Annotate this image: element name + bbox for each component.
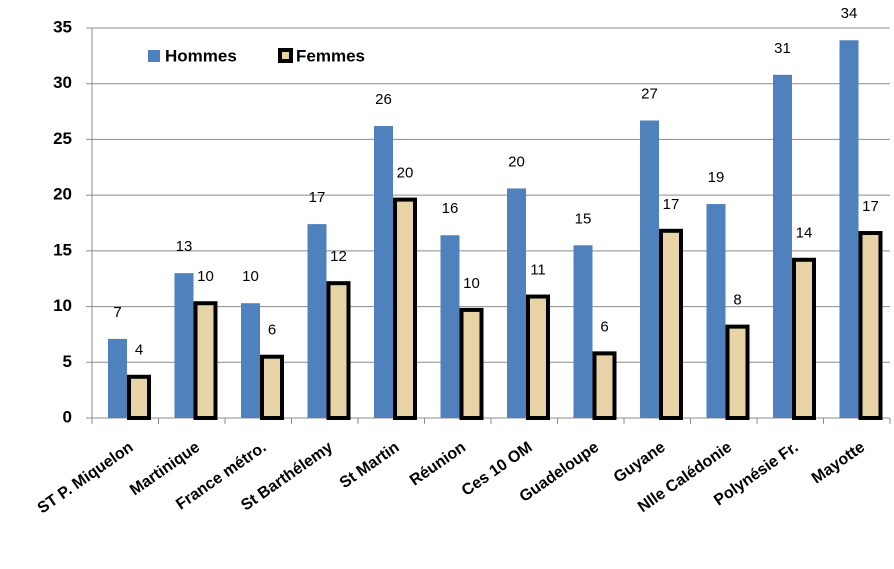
- bar: [573, 245, 593, 418]
- value-label: 11: [530, 262, 546, 279]
- x-tick-label: St Martin: [337, 439, 403, 492]
- bar: [507, 188, 526, 418]
- bar: [526, 294, 550, 420]
- value-label: 8: [733, 292, 741, 309]
- bar: [393, 197, 417, 420]
- value-label: 15: [575, 210, 592, 227]
- value-label: 17: [862, 198, 879, 215]
- legend-swatch: [278, 48, 293, 63]
- value-label: 6: [600, 318, 608, 335]
- value-label: 12: [330, 248, 347, 265]
- y-tick-label: 10: [53, 296, 72, 315]
- bar: [260, 354, 284, 421]
- value-label: 13: [176, 238, 193, 255]
- value-label: 10: [463, 275, 480, 292]
- bar: [193, 301, 218, 421]
- value-label: 20: [397, 165, 414, 182]
- value-label: 34: [841, 5, 858, 22]
- bar: [241, 303, 260, 418]
- y-tick-label: 20: [53, 185, 72, 204]
- value-label: 10: [197, 268, 214, 285]
- bar: [326, 281, 351, 420]
- bar: [459, 307, 484, 420]
- value-label: 27: [641, 85, 658, 102]
- bar: [440, 235, 460, 418]
- value-label: 7: [113, 304, 121, 321]
- bar: [858, 231, 883, 420]
- value-label: 10: [242, 268, 259, 285]
- bar: [725, 324, 750, 420]
- legend-swatch: [148, 50, 160, 62]
- bar: [640, 120, 659, 418]
- bar: [792, 257, 816, 420]
- bar: [127, 374, 151, 420]
- legend-label: Femmes: [296, 46, 365, 65]
- y-tick-label: 15: [53, 240, 72, 259]
- y-tick-label: 35: [53, 17, 72, 36]
- value-label: 4: [135, 342, 143, 359]
- value-label: 6: [268, 322, 276, 339]
- value-label: 31: [774, 40, 791, 57]
- value-label: 26: [375, 91, 392, 108]
- y-tick-label: 25: [53, 129, 72, 148]
- x-tick-label: Guyane: [611, 439, 669, 487]
- value-label: 16: [442, 200, 459, 217]
- legend-label: Hommes: [165, 46, 237, 65]
- bar: [659, 228, 683, 420]
- value-label: 17: [663, 196, 680, 213]
- value-label: 19: [708, 169, 725, 186]
- bar: [706, 204, 726, 418]
- x-tick-label: ST P. Miquelon: [35, 439, 137, 518]
- value-label: 20: [508, 153, 525, 170]
- bar: [839, 40, 859, 418]
- bar: [108, 338, 127, 418]
- bar: [174, 273, 194, 418]
- bar: [307, 224, 327, 418]
- y-tick-label: 5: [63, 352, 72, 371]
- y-tick-label: 30: [53, 73, 72, 92]
- y-tick-label: 0: [63, 407, 72, 426]
- bar: [592, 351, 617, 420]
- x-tick-label: Mayotte: [809, 439, 868, 488]
- bar: [374, 126, 393, 419]
- bar: [773, 74, 792, 419]
- x-tick-label: Réunion: [407, 439, 469, 490]
- value-label: 17: [309, 189, 326, 206]
- value-label: 14: [796, 225, 813, 242]
